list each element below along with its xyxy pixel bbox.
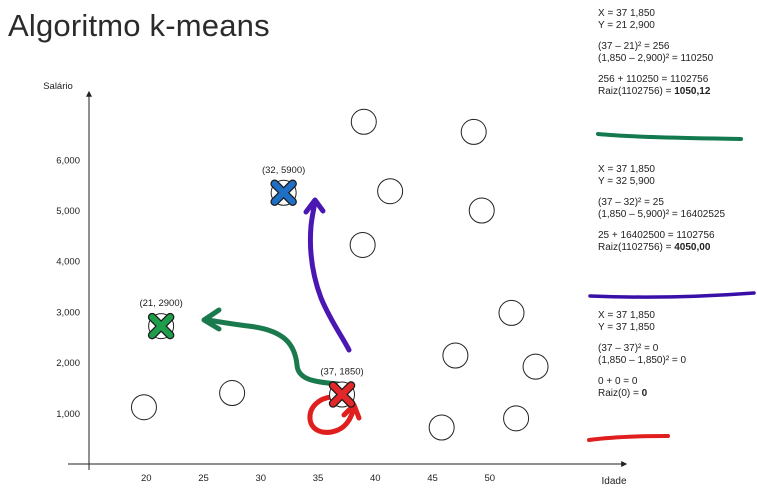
calc-3-y: Y = 37 1,850	[598, 322, 655, 334]
data-point	[522, 353, 549, 380]
calc-1-root-value: 1050,12	[674, 86, 711, 98]
x-tick-label: 25	[198, 473, 209, 484]
data-point	[468, 197, 495, 224]
slide-title: Algoritmo k-means	[8, 8, 270, 43]
calc-2-y: Y = 32 5,900	[598, 176, 655, 188]
data-point	[350, 108, 377, 135]
centroid-label: (21, 2900)	[139, 298, 182, 309]
y-tick-label: 3,000	[56, 307, 80, 318]
calc-block-3: X = 37 1,850 Y = 37 1,850 (37 – 37)² = 0…	[598, 310, 686, 400]
centroid-marker	[147, 312, 175, 340]
centroid-label: (37, 1850)	[320, 367, 363, 378]
calc-3-root-label: Raiz(0) =	[598, 388, 642, 400]
y-tick-label: 1,000	[56, 409, 80, 420]
data-point	[428, 414, 455, 441]
calc-3-root: Raiz(0) = 0	[598, 388, 686, 400]
centroid-marker	[328, 381, 356, 408]
calc-3-root-value: 0	[641, 388, 648, 400]
y-tick-label: 4,000	[56, 257, 80, 268]
centroid-marker	[270, 179, 297, 207]
underline-calc-3	[587, 434, 670, 442]
calc-1-sum: 256 + 110250 = 1102756	[598, 73, 709, 85]
calc-2-x: X = 37 1,850	[598, 164, 655, 175]
self-assignment-arrow	[307, 394, 357, 435]
calc-3-sq2: (1,850 – 1,850)² = 0	[598, 355, 687, 367]
data-point	[503, 405, 530, 432]
y-tick-label: 6,000	[56, 155, 80, 166]
underline-calc-1	[596, 132, 743, 141]
data-point	[460, 118, 487, 145]
calc-2-sq1: (37 – 32)² = 25	[598, 196, 664, 208]
calc-1-root-label: Raiz(1102756) =	[598, 86, 675, 98]
calc-1-sq2: (1,850 – 2,900)² = 110250	[598, 53, 714, 65]
x-tick-label: 35	[313, 473, 324, 484]
arrow-to-centroid-32-5900	[307, 199, 352, 353]
data-point	[349, 231, 376, 258]
arrow-to-centroid-21-2900	[205, 317, 341, 387]
centroids: (32, 5900) (21, 2900) (37, 1850)	[139, 165, 364, 408]
centroid-label: (32, 5900)	[262, 165, 305, 176]
data-point	[377, 178, 404, 205]
calc-2-sq2: (1,850 – 5,900)² = 16402525	[598, 209, 726, 221]
calc-2-root: Raiz(1102756) = 4050,00	[598, 242, 725, 254]
y-tick-labels: 1,000 2,000 3,000 4,000 5,000 6,000	[56, 155, 80, 420]
y-axis-label: Salário	[43, 81, 73, 92]
data-point	[219, 380, 246, 407]
calc-2-sum: 25 + 16402500 = 1102756	[598, 229, 715, 241]
x-axis-label: Idade	[601, 476, 626, 487]
data-point	[498, 299, 525, 326]
calc-3-x: X = 37 1,850	[598, 310, 655, 321]
calc-block-2: X = 37 1,850 Y = 32 5,900 (37 – 32)² = 2…	[598, 164, 725, 254]
calc-3-sq1: (37 – 37)² = 0	[598, 342, 659, 354]
calc-1-x: X = 37 1,850	[598, 8, 655, 19]
x-tick-label: 40	[370, 473, 381, 484]
x-tick-labels: 20 25 30 35 40 45 50	[141, 473, 495, 484]
x-tick-label: 20	[141, 473, 152, 484]
data-point	[130, 394, 157, 421]
arrow-to-centroid-21-2900-head	[201, 307, 222, 332]
x-tick-label: 50	[484, 473, 495, 484]
calc-1-root: Raiz(1102756) = 1050,12	[598, 86, 713, 98]
data-point	[442, 342, 469, 369]
calc-1-y: Y = 21 2,900	[598, 20, 655, 32]
x-tick-label: 45	[427, 473, 438, 484]
y-tick-label: 2,000	[56, 358, 80, 369]
x-tick-label: 30	[255, 473, 266, 484]
calc-2-root-label: Raiz(1102756) =	[598, 242, 675, 254]
calc-1-sq1: (37 – 21)² = 256	[598, 40, 670, 52]
calc-block-1: X = 37 1,850 Y = 21 2,900 (37 – 21)² = 2…	[598, 8, 713, 98]
calc-3-sum: 0 + 0 = 0	[598, 375, 638, 387]
data-points	[130, 108, 549, 441]
y-tick-label: 5,000	[56, 206, 80, 217]
arrow-to-centroid-32-5900-head	[303, 197, 326, 215]
underline-calc-2	[588, 291, 756, 299]
calc-2-root-value: 4050,00	[674, 242, 711, 254]
